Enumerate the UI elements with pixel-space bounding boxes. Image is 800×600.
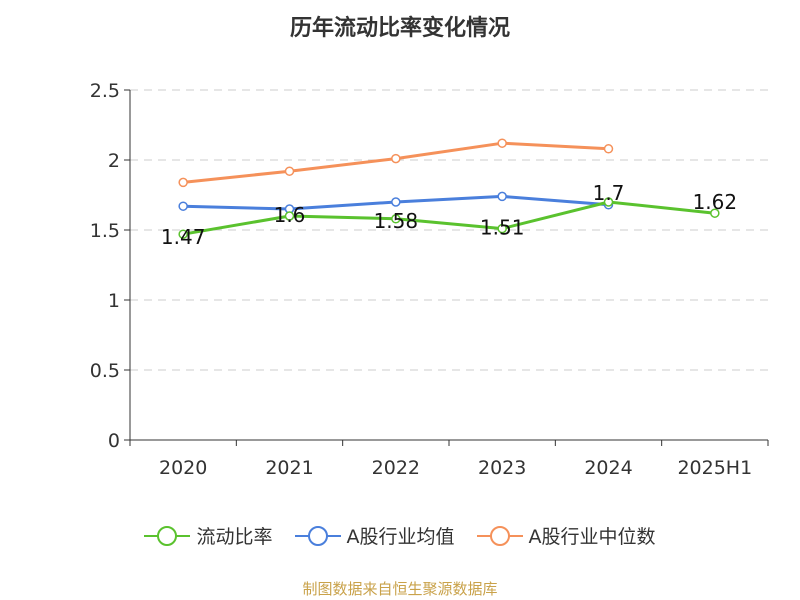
data-point-2 [603,144,614,154]
data-point-0 [178,229,188,239]
data-label: 1.47 [161,225,206,249]
legend-item-industry-mean[interactable]: A股行业均值 [294,522,455,549]
data-point-0 [710,208,720,218]
data-point-2 [178,177,188,188]
legend-label-current-ratio: 流动比率 [196,526,273,548]
y-tick-label: 2 [108,150,120,172]
legend-swatch-industry-mean [294,525,341,546]
data-label: 1.51 [480,216,525,240]
legend-item-current-ratio[interactable]: 流动比率 [144,522,273,549]
x-tick-label: 2021 [265,457,313,479]
x-tick-label: 2025H1 [677,457,752,479]
y-tick-label: 0.5 [90,360,120,382]
legend-swatch-industry-median [476,525,523,546]
y-tick-label: 1 [108,290,120,312]
y-tick-label: 1.5 [90,220,120,242]
chart-title: 历年流动比率变化情况 [289,16,510,41]
data-point-0 [284,211,295,221]
x-tick-label: 2020 [159,457,207,479]
data-point-1 [391,197,401,207]
series-line-0 [182,200,715,236]
x-tick-label: 2024 [584,457,632,479]
x-tick-label: 2022 [372,457,420,479]
y-tick-label: 2.5 [90,80,120,102]
data-point-0 [391,214,401,224]
legend-swatch-current-ratio [144,525,191,546]
data-point-0 [603,197,614,207]
data-label: 1.58 [374,209,419,233]
data-point-1 [497,191,507,202]
data-label: 1.62 [693,190,738,214]
data-label: 1.6 [274,203,306,227]
legend-label-industry-median: A股行业中位数 [528,526,656,548]
chart-legend: 流动比率 A股行业均值 A股行业中位数 [0,522,800,549]
data-point-2 [284,166,295,176]
legend-item-industry-median[interactable]: A股行业中位数 [476,522,656,549]
legend-label-industry-mean: A股行业均值 [346,526,455,548]
data-point-2 [497,138,507,148]
x-tick-label: 2023 [478,457,526,479]
data-source-note: 制图数据来自恒生聚源数据库 [302,580,498,598]
y-tick-label: 0 [108,430,120,452]
data-point-2 [391,153,401,164]
data-point-1 [178,201,188,211]
data-point-0 [497,223,507,234]
data-label: 1.7 [593,181,625,205]
